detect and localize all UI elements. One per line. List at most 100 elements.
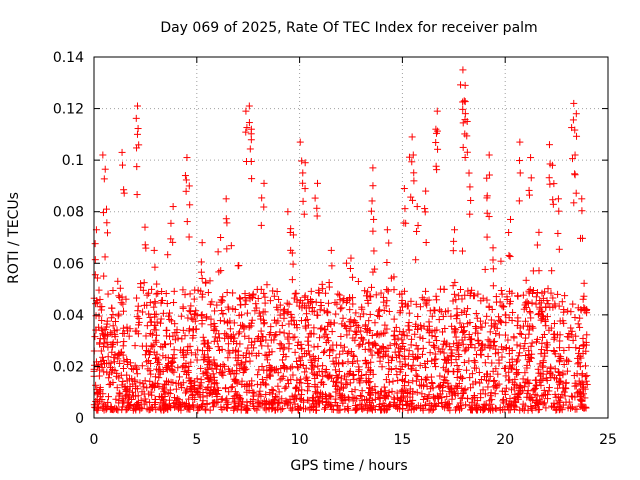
roti-point xyxy=(575,359,583,367)
roti-point xyxy=(528,339,536,347)
roti-point xyxy=(412,320,420,328)
roti-point xyxy=(405,352,413,360)
roti-point xyxy=(555,207,563,215)
roti-point xyxy=(396,328,404,336)
roti-point xyxy=(563,333,571,341)
roti-point xyxy=(395,401,403,409)
roti-point xyxy=(294,387,302,395)
roti-point xyxy=(232,392,240,400)
roti-point xyxy=(456,319,464,327)
roti-point xyxy=(580,292,588,300)
roti-point xyxy=(575,377,583,385)
roti-point xyxy=(236,328,244,336)
roti-point xyxy=(297,297,305,305)
roti-point xyxy=(199,370,207,378)
roti-point xyxy=(304,337,312,345)
roti-point xyxy=(504,403,512,411)
roti-point xyxy=(523,364,531,372)
roti-point xyxy=(233,361,241,369)
roti-point xyxy=(219,309,227,317)
roti-point xyxy=(99,343,107,351)
roti-point xyxy=(556,337,564,345)
x-axis-label: GPS time / hours xyxy=(290,458,407,474)
roti-point xyxy=(550,335,558,343)
roti-point xyxy=(374,349,382,357)
roti-point xyxy=(122,295,130,303)
roti-point xyxy=(458,375,466,383)
roti-point xyxy=(333,300,341,308)
roti-point xyxy=(534,311,542,319)
roti-point xyxy=(238,311,246,319)
roti-point xyxy=(390,398,398,406)
roti-point xyxy=(539,400,547,408)
roti-point xyxy=(280,350,288,358)
roti-point xyxy=(545,384,553,392)
roti-point xyxy=(470,357,478,365)
roti-point xyxy=(372,291,380,299)
roti-point xyxy=(253,304,261,312)
roti-point xyxy=(476,317,484,325)
roti-point xyxy=(456,286,464,294)
roti-point xyxy=(538,392,546,400)
roti-point xyxy=(356,341,364,349)
roti-point xyxy=(301,159,309,167)
roti-point xyxy=(185,377,193,385)
roti-point xyxy=(344,406,352,414)
roti-point xyxy=(307,329,315,337)
roti-point xyxy=(101,253,109,261)
roti-point xyxy=(242,107,250,115)
roti-point xyxy=(487,316,495,324)
roti-point xyxy=(466,210,474,218)
roti-point xyxy=(324,373,332,381)
roti-point xyxy=(450,340,458,348)
roti-point xyxy=(210,327,218,335)
roti-point xyxy=(366,390,374,398)
roti-point xyxy=(407,406,415,414)
roti-point xyxy=(109,378,117,386)
roti-point xyxy=(520,406,528,414)
roti-point xyxy=(432,162,440,170)
roti-point xyxy=(128,395,136,403)
roti-point xyxy=(470,394,478,402)
roti-point xyxy=(143,322,151,330)
roti-point xyxy=(288,276,296,284)
roti-point xyxy=(205,378,213,386)
roti-point xyxy=(159,309,167,317)
roti-point xyxy=(382,394,390,402)
roti-point xyxy=(109,286,117,294)
roti-point xyxy=(466,183,474,191)
roti-point xyxy=(509,308,517,316)
roti-point xyxy=(91,333,99,341)
roti-point xyxy=(439,328,447,336)
roti-point xyxy=(382,376,390,384)
roti-point xyxy=(297,391,305,399)
roti-point xyxy=(285,380,293,388)
roti-point xyxy=(570,99,578,107)
roti-point xyxy=(498,353,506,361)
roti-point xyxy=(459,340,467,348)
roti-point xyxy=(367,293,375,301)
roti-point xyxy=(126,383,134,391)
roti-point xyxy=(280,314,288,322)
roti-point xyxy=(430,342,438,350)
roti-point xyxy=(217,296,225,304)
roti-point xyxy=(502,384,510,392)
roti-point xyxy=(355,375,363,383)
roti-point xyxy=(407,297,415,305)
roti-point xyxy=(216,317,224,325)
roti-point xyxy=(543,367,551,375)
roti-point xyxy=(436,383,444,391)
roti-point xyxy=(385,401,393,409)
roti-point xyxy=(444,404,452,412)
roti-point xyxy=(114,352,122,360)
roti-point xyxy=(221,362,229,370)
roti-point xyxy=(470,364,478,372)
roti-point xyxy=(280,305,288,313)
roti-point xyxy=(119,324,127,332)
roti-point xyxy=(483,194,491,202)
roti-point xyxy=(157,343,165,351)
roti-point xyxy=(411,353,419,361)
roti-point xyxy=(394,404,402,412)
roti-point xyxy=(527,174,535,182)
roti-point xyxy=(138,388,146,396)
